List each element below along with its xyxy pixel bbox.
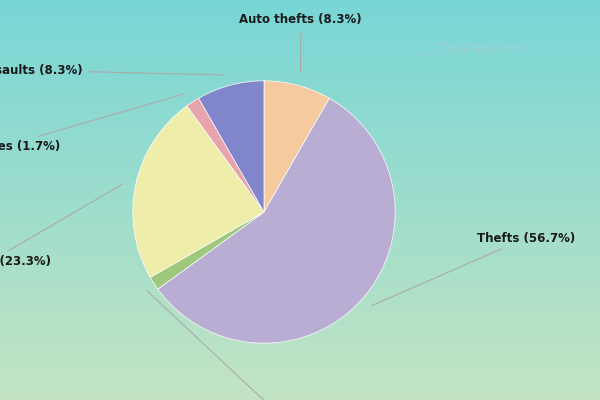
Text: ⓘ: ⓘ (417, 42, 425, 56)
Wedge shape (158, 98, 395, 343)
Text: Assaults (8.3%): Assaults (8.3%) (0, 64, 224, 77)
Wedge shape (150, 212, 264, 289)
Wedge shape (199, 81, 264, 212)
Text: Thefts (56.7%): Thefts (56.7%) (372, 232, 575, 306)
Text: Rapes (1.7%): Rapes (1.7%) (147, 291, 321, 400)
Text: City-Data.com: City-Data.com (435, 42, 524, 55)
Wedge shape (187, 98, 264, 212)
Wedge shape (264, 81, 329, 212)
Wedge shape (133, 106, 264, 277)
Text: Robberies (1.7%): Robberies (1.7%) (0, 94, 184, 153)
Text: Burglaries (23.3%): Burglaries (23.3%) (0, 184, 123, 268)
Text: Auto thefts (8.3%): Auto thefts (8.3%) (239, 13, 362, 72)
